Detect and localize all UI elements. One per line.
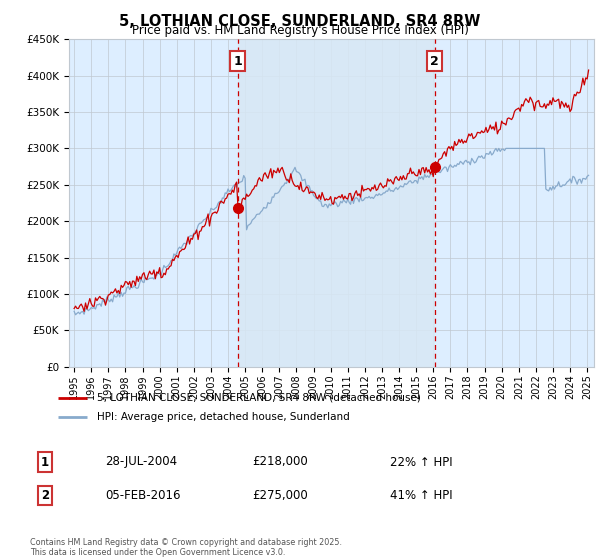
Text: 41% ↑ HPI: 41% ↑ HPI [390, 489, 452, 502]
Text: 5, LOTHIAN CLOSE, SUNDERLAND, SR4 8RW: 5, LOTHIAN CLOSE, SUNDERLAND, SR4 8RW [119, 14, 481, 29]
Text: £275,000: £275,000 [252, 489, 308, 502]
Text: 2: 2 [430, 54, 439, 68]
Text: 22% ↑ HPI: 22% ↑ HPI [390, 455, 452, 469]
Text: 1: 1 [41, 455, 49, 469]
Bar [238, 39, 435, 367]
Text: Contains HM Land Registry data © Crown copyright and database right 2025.
This d: Contains HM Land Registry data © Crown c… [30, 538, 342, 557]
Text: HPI: Average price, detached house, Sunderland: HPI: Average price, detached house, Sund… [97, 412, 350, 422]
Text: £218,000: £218,000 [252, 455, 308, 469]
Text: 5, LOTHIAN CLOSE, SUNDERLAND, SR4 8RW (detached house): 5, LOTHIAN CLOSE, SUNDERLAND, SR4 8RW (d… [97, 393, 421, 403]
Text: 28-JUL-2004: 28-JUL-2004 [105, 455, 177, 469]
Text: 05-FEB-2016: 05-FEB-2016 [105, 489, 181, 502]
Text: 2: 2 [41, 489, 49, 502]
Text: 1: 1 [233, 54, 242, 68]
Text: Price paid vs. HM Land Registry's House Price Index (HPI): Price paid vs. HM Land Registry's House … [131, 24, 469, 37]
